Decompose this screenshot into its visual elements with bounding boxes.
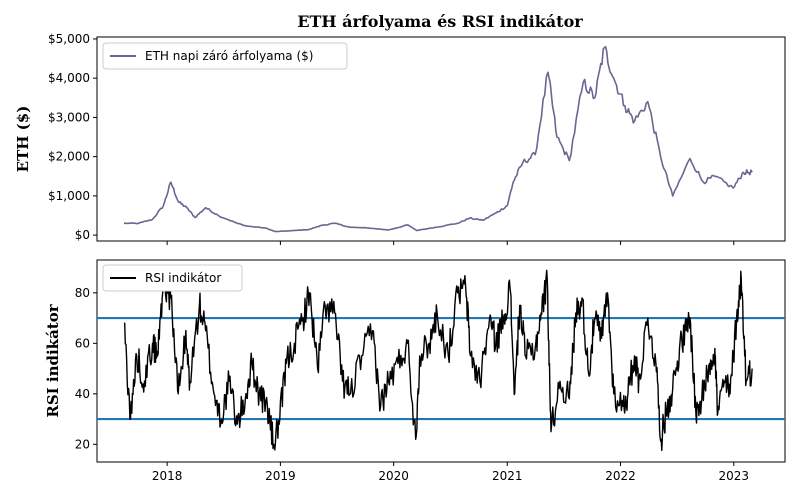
rsi-x-tick-label: 2021 (492, 469, 523, 483)
price-panel: $0 $1,000 $2,000 $3,000 $4,000 $5,000 ETH ($)… (14, 32, 786, 245)
rsi-y-axis-label: RSI indikátor (44, 303, 62, 417)
price-y-tick-label: $5,000 (48, 32, 90, 46)
rsi-legend-box (102, 264, 243, 292)
rsi-y-tick-label: 40 (75, 387, 90, 401)
rsi-x-tick-label: 2023 (719, 469, 750, 483)
rsi-legend: RSI indikátor (102, 264, 243, 292)
rsi-y-axis: 20 40 60 80 (75, 286, 97, 451)
price-y-tick-label: $3,000 (48, 110, 90, 124)
rsi-x-tick-label: 2018 (152, 469, 183, 483)
price-y-axis: $0 $1,000 $2,000 $3,000 $4,000 $5,000 (48, 32, 97, 242)
rsi-series-line (123, 269, 753, 452)
chart-title: ETH árfolyama és RSI indikátor (297, 12, 583, 31)
rsi-series (123, 269, 753, 452)
rsi-x-tick-label: 2019 (265, 469, 296, 483)
price-x-axis (166, 241, 735, 245)
price-legend-label: ETH napi záró árfolyama ($) (145, 49, 313, 63)
rsi-thresholds (97, 316, 785, 421)
price-y-tick-label: $1,000 (48, 189, 90, 203)
price-y-tick-label: $0 (75, 228, 90, 242)
price-plot-frame (96, 36, 786, 242)
price-y-tick-label: $4,000 (48, 71, 90, 85)
price-series (123, 45, 753, 233)
rsi-panel: 20 40 60 80 2018 2019 2020 2021 2022 2023 RSI in… (44, 259, 786, 483)
price-y-axis-label: ETH ($) (14, 106, 32, 173)
price-legend: ETH napi záró árfolyama ($) (102, 42, 348, 70)
rsi-plot-frame (96, 259, 786, 463)
rsi-y-tick-label: 20 (75, 437, 90, 451)
price-legend-box (102, 42, 348, 70)
rsi-x-axis: 2018 2019 2020 2021 2022 2023 (152, 462, 749, 483)
rsi-y-tick-label: 80 (75, 286, 90, 300)
price-y-tick-label: $2,000 (48, 150, 90, 164)
rsi-x-tick-label: 2020 (378, 469, 409, 483)
rsi-y-tick-label: 60 (75, 336, 90, 350)
price-series-line (123, 45, 753, 233)
rsi-legend-label: RSI indikátor (145, 271, 221, 285)
rsi-x-tick-label: 2022 (605, 469, 636, 483)
